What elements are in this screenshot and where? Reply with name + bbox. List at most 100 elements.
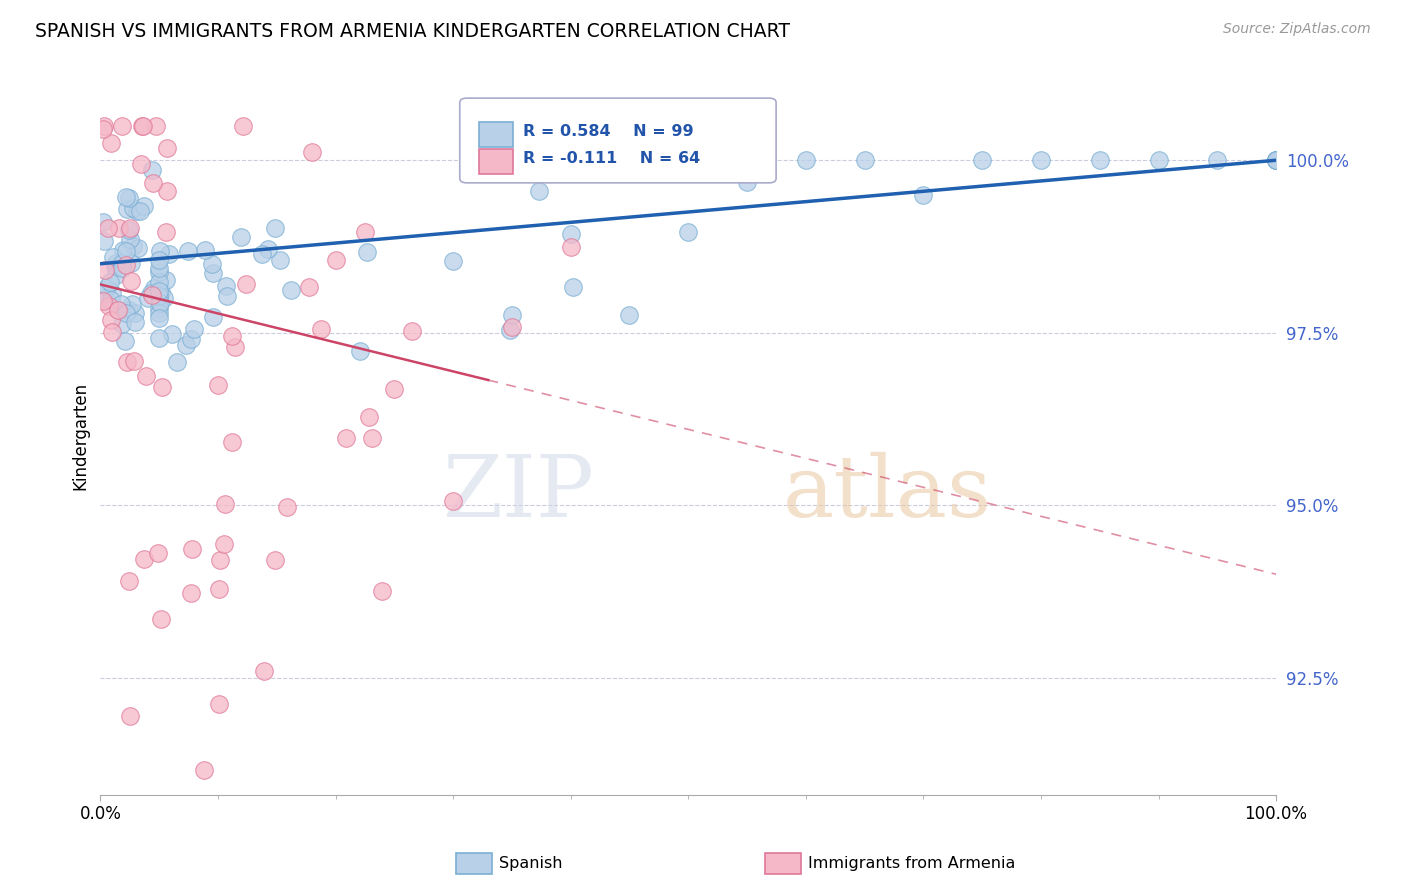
Point xyxy=(124,306,146,320)
Text: SPANISH VS IMMIGRANTS FROM ARMENIA KINDERGARTEN CORRELATION CHART: SPANISH VS IMMIGRANTS FROM ARMENIA KINDE… xyxy=(35,22,790,41)
Point xyxy=(117,202,139,217)
Point xyxy=(100,285,122,300)
Point xyxy=(120,274,142,288)
Point xyxy=(118,221,141,235)
Point xyxy=(560,239,582,253)
Point xyxy=(107,221,129,235)
Point xyxy=(148,265,170,279)
Point xyxy=(349,344,371,359)
Point xyxy=(1265,153,1288,168)
Point xyxy=(101,250,124,264)
Point xyxy=(253,664,276,678)
Point xyxy=(276,500,298,515)
Point xyxy=(155,273,177,287)
Point xyxy=(166,355,188,369)
Point xyxy=(1265,153,1288,168)
Point xyxy=(153,292,176,306)
Point xyxy=(118,223,141,237)
Point xyxy=(148,285,170,299)
Point xyxy=(97,221,120,235)
Point xyxy=(124,315,146,329)
Point xyxy=(676,225,699,239)
Point xyxy=(122,238,145,252)
Point xyxy=(93,292,115,306)
Point xyxy=(441,253,464,268)
Point xyxy=(115,306,138,320)
Point xyxy=(150,612,173,626)
Point xyxy=(148,301,170,315)
Point xyxy=(96,280,118,294)
Point xyxy=(148,289,170,303)
Point xyxy=(382,382,405,396)
Point xyxy=(129,157,152,171)
Point xyxy=(208,582,231,597)
Point xyxy=(101,325,124,339)
Point xyxy=(156,184,179,198)
Point xyxy=(357,410,380,425)
Point xyxy=(98,276,121,290)
Point xyxy=(93,122,115,136)
Point xyxy=(174,338,197,352)
Point xyxy=(120,256,142,270)
Point xyxy=(309,322,332,336)
Point xyxy=(180,586,202,600)
Point xyxy=(202,266,225,280)
Point xyxy=(1265,153,1288,168)
Text: ZIP: ZIP xyxy=(443,452,595,535)
Text: atlas: atlas xyxy=(782,452,991,535)
Point xyxy=(148,253,170,268)
Point xyxy=(148,331,170,345)
Point xyxy=(257,242,280,256)
Point xyxy=(1265,153,1288,168)
Point xyxy=(155,225,177,239)
Point xyxy=(269,253,291,268)
Point xyxy=(215,278,238,293)
Point xyxy=(156,141,179,155)
Point xyxy=(110,119,132,133)
Point xyxy=(94,263,117,277)
Point xyxy=(97,299,120,313)
Text: R = -0.111    N = 64: R = -0.111 N = 64 xyxy=(523,151,700,166)
Point xyxy=(209,553,232,567)
Point xyxy=(232,119,254,133)
Point xyxy=(149,244,172,258)
Text: Immigrants from Armenia: Immigrants from Armenia xyxy=(808,856,1015,871)
Point xyxy=(115,355,138,369)
Point xyxy=(221,434,243,449)
Point xyxy=(118,232,141,246)
Point xyxy=(1265,153,1288,168)
Point xyxy=(149,285,172,299)
Point xyxy=(141,288,163,302)
Point xyxy=(853,153,876,168)
Point xyxy=(125,204,148,219)
Point xyxy=(207,378,229,392)
Point xyxy=(235,277,257,291)
Point xyxy=(104,268,127,283)
Point xyxy=(224,339,246,353)
Point xyxy=(142,176,165,190)
Point xyxy=(215,289,238,303)
Point xyxy=(157,246,180,260)
Point xyxy=(264,553,287,567)
Point xyxy=(181,542,204,557)
Point xyxy=(91,293,114,308)
Point xyxy=(135,369,157,384)
Point xyxy=(100,313,122,327)
Point xyxy=(118,192,141,206)
Point xyxy=(354,225,377,239)
Point xyxy=(139,286,162,301)
Point xyxy=(111,260,134,275)
Point xyxy=(141,162,163,177)
Point xyxy=(912,187,935,202)
Point xyxy=(110,297,132,311)
Point xyxy=(619,308,641,322)
Point xyxy=(122,202,145,216)
Point xyxy=(105,255,128,269)
Point xyxy=(148,305,170,319)
Point xyxy=(177,244,200,259)
Point xyxy=(180,333,202,347)
Point xyxy=(93,119,115,133)
Point xyxy=(231,230,253,244)
Point xyxy=(371,583,394,598)
Point xyxy=(111,244,134,258)
